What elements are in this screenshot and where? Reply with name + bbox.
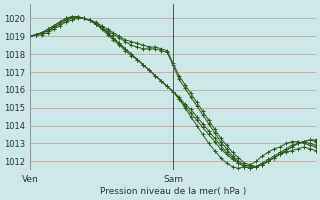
- X-axis label: Pression niveau de la mer( hPa ): Pression niveau de la mer( hPa ): [100, 187, 246, 196]
